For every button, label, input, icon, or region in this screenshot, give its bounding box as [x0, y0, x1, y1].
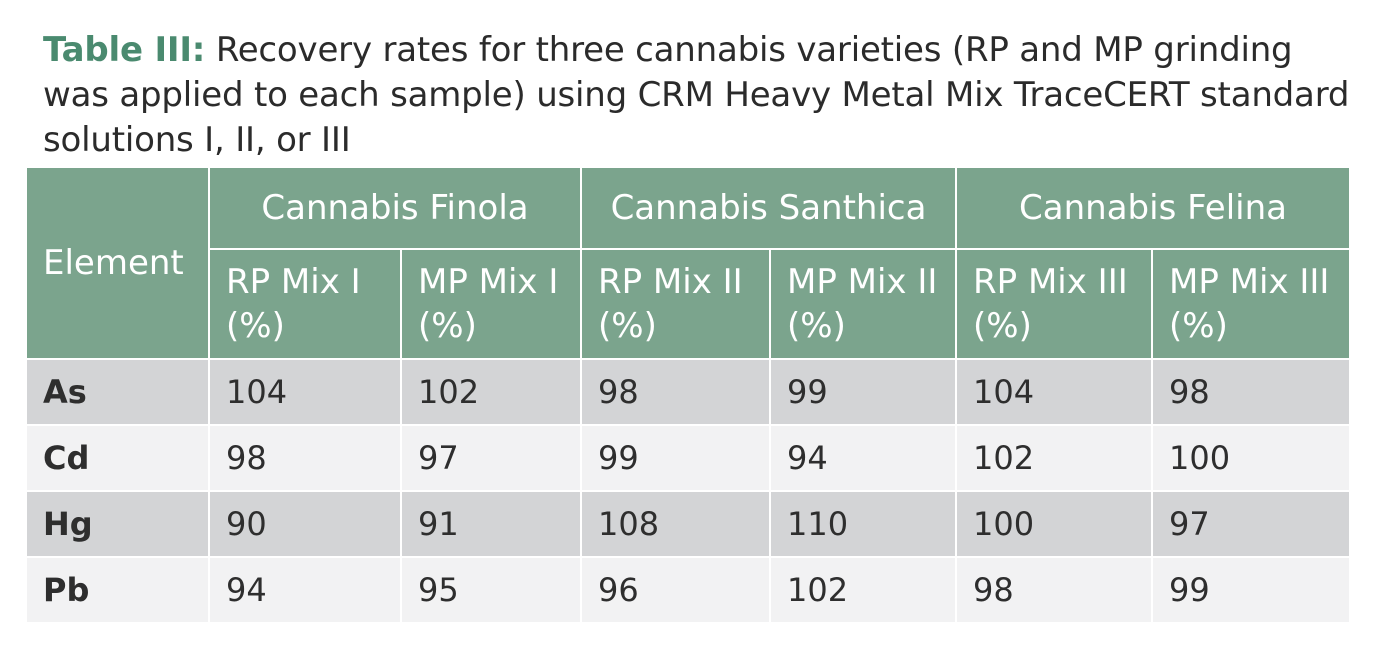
value-cell: 102 [768, 556, 958, 624]
group-header-row: Element Cannabis Finola Cannabis Santhic… [27, 168, 1350, 360]
value-cell: 99 [580, 424, 771, 492]
value-cell: 98 [955, 556, 1154, 624]
value-cell: 99 [768, 358, 958, 426]
value-cell: 108 [580, 490, 771, 558]
element-cell: Cd [27, 424, 210, 492]
recovery-rates-table: Element Cannabis Finola Cannabis Santhic… [27, 168, 1350, 624]
value-cell: 97 [400, 424, 582, 492]
value-cell: 98 [1151, 358, 1350, 426]
caption-text: Recovery rates for three cannabis variet… [43, 30, 1350, 160]
column-header: RP Mix III (%) [955, 248, 1154, 360]
column-header: RP Mix I (%) [208, 248, 402, 360]
column-header: MP Mix I (%) [400, 248, 582, 360]
value-cell: 96 [580, 556, 771, 624]
subheader-row: RP Mix I (%) MP Mix I (%) RP Mix II (%) … [27, 248, 1350, 360]
value-cell: 97 [1151, 490, 1350, 558]
table-caption: Table III: Recovery rates for three cann… [43, 28, 1353, 163]
caption-label: Table III: [43, 30, 206, 70]
element-column-header: Element [27, 168, 210, 360]
value-cell: 104 [208, 358, 402, 426]
table-row: Cd 98 97 99 94 102 100 [27, 424, 1350, 492]
table-row: Pb 94 95 96 102 98 99 [27, 556, 1350, 624]
value-cell: 95 [400, 556, 582, 624]
element-cell: Pb [27, 556, 210, 624]
value-cell: 110 [768, 490, 958, 558]
table-row: Hg 90 91 108 110 100 97 [27, 490, 1350, 558]
group-header-santhica: Cannabis Santhica [579, 168, 958, 250]
value-cell: 94 [208, 556, 402, 624]
value-cell: 102 [955, 424, 1154, 492]
table-row: As 104 102 98 99 104 98 [27, 358, 1350, 426]
value-cell: 98 [208, 424, 402, 492]
value-cell: 99 [1151, 556, 1350, 624]
value-cell: 100 [1151, 424, 1350, 492]
value-cell: 100 [955, 490, 1154, 558]
value-cell: 98 [580, 358, 771, 426]
group-header-felina: Cannabis Felina [955, 168, 1350, 250]
group-header-finola: Cannabis Finola [208, 168, 582, 250]
column-header: RP Mix II (%) [580, 248, 771, 360]
value-cell: 90 [208, 490, 402, 558]
value-cell: 91 [400, 490, 582, 558]
element-cell: As [27, 358, 210, 426]
value-cell: 104 [955, 358, 1154, 426]
element-cell: Hg [27, 490, 210, 558]
value-cell: 94 [768, 424, 958, 492]
column-header: MP Mix III (%) [1151, 248, 1350, 360]
column-header: MP Mix II (%) [768, 248, 958, 360]
value-cell: 102 [400, 358, 582, 426]
